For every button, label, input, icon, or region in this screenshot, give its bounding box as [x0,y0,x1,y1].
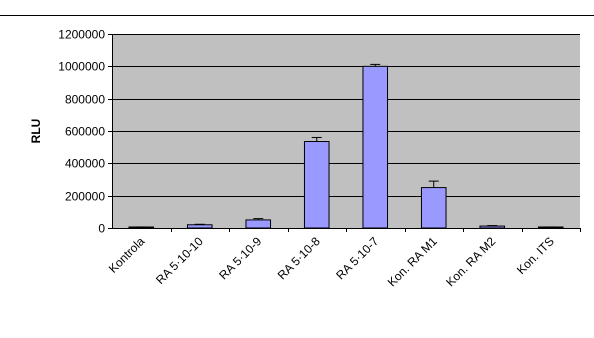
bars [128,65,564,229]
y-tick-labels: 0 200000 400000 600000 800000 1000000 1200000 [58,28,105,236]
x-tick-label: RA 5·10-9 [216,234,264,282]
x-tick-label: RA 5·10-8 [275,234,323,282]
y-tick-label: 600000 [65,125,105,139]
y-tick-label: 0 [98,222,105,236]
gridlines [112,34,580,197]
x-tick-label: RA 5·10-10 [153,234,206,287]
y-tick-label: 1000000 [58,60,105,74]
bar [245,219,272,229]
x-tick-label: Kon. RA M1 [385,234,440,289]
bar [362,65,389,229]
x-tick-label: RA 5·10-7 [333,234,381,282]
x-tick-labels: Kontrola RA 5·10-10 RA 5·10-9 RA 5·10-8 RA 5… [106,234,557,289]
x-tick-label: Kontrola [106,234,148,276]
y-tick-label: 1200000 [58,28,105,42]
y-axis-label: RLU [29,119,43,144]
bar [420,187,447,229]
bar [303,141,330,229]
y-tick-label: 800000 [65,93,105,107]
x-tick-label: Kon. RA M2 [443,234,498,289]
bar [479,225,506,229]
bar [186,224,213,229]
axes [108,34,581,232]
x-tick-label: Kon. ITS [514,234,557,277]
y-tick-label: 400000 [65,157,105,171]
error-bars [136,63,556,228]
y-tick-label: 200000 [65,190,105,204]
